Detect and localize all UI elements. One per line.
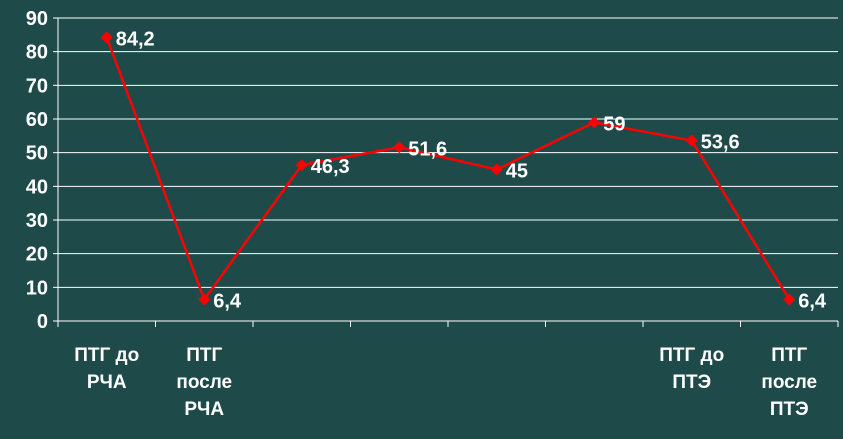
y-tick-label: 60 <box>26 109 48 131</box>
series-line <box>105 37 791 301</box>
data-point-marker <box>100 31 113 44</box>
axes <box>57 18 839 327</box>
x-tick-label-line: после <box>176 372 232 393</box>
x-tick-label-line: ПТГ <box>186 345 222 366</box>
data-point-marker <box>490 163 503 176</box>
y-tick-label: 0 <box>37 311 48 333</box>
y-tick-label: 30 <box>26 210 48 232</box>
x-tick-label-line: РЧА <box>184 399 224 420</box>
data-label: 84,2 <box>116 29 155 51</box>
x-tick-label-line: РЧА <box>87 372 127 393</box>
data-labels: 84,2 6,4 46,3 51,6 45 59 53,6 6,4 <box>116 29 827 313</box>
data-label: 45 <box>506 161 528 183</box>
y-tick-label: 70 <box>26 75 48 97</box>
x-tick-label-line: ПТЭ <box>770 399 809 420</box>
series <box>100 31 796 306</box>
y-tick-label: 80 <box>26 42 48 64</box>
data-label: 51,6 <box>408 138 447 160</box>
data-label: 59 <box>603 113 625 135</box>
y-tick-labels: 0 10 20 30 40 50 60 70 80 90 <box>26 8 58 333</box>
y-tick-label: 90 <box>26 8 48 30</box>
data-label: 6,4 <box>213 290 242 312</box>
y-tick-label: 50 <box>26 143 48 165</box>
x-tick-label: ПТГ после ПТЭ <box>761 345 817 420</box>
x-tick-label-line: ПТГ до <box>74 345 139 366</box>
data-point-marker <box>783 293 796 306</box>
data-point-marker <box>393 141 406 154</box>
y-tick-label: 40 <box>26 176 48 198</box>
data-label: 53,6 <box>701 132 740 154</box>
x-tick-label-line: после <box>761 372 817 393</box>
x-tick-labels: ПТГ до РЧА ПТГ после РЧА ПТГ до ПТЭ ПТГ после ПТЭ <box>74 345 817 420</box>
data-point-marker <box>588 116 601 129</box>
y-tick-label: 20 <box>26 244 48 266</box>
data-point-marker <box>295 159 308 172</box>
data-point-marker <box>198 293 211 306</box>
data-label: 6,4 <box>798 290 827 312</box>
data-point-marker <box>685 134 698 147</box>
x-tick-label-line: ПТГ <box>771 345 807 366</box>
y-tick-label: 10 <box>26 277 48 299</box>
x-tick-label-line: ПТГ до <box>659 345 724 366</box>
x-tick-label: ПТГ после РЧА <box>176 345 232 420</box>
x-tick-label: ПТГ до РЧА <box>74 345 139 393</box>
x-tick-label-line: ПТЭ <box>672 372 711 393</box>
x-tick-label: ПТГ до ПТЭ <box>659 345 724 393</box>
data-label: 46,3 <box>311 156 350 178</box>
